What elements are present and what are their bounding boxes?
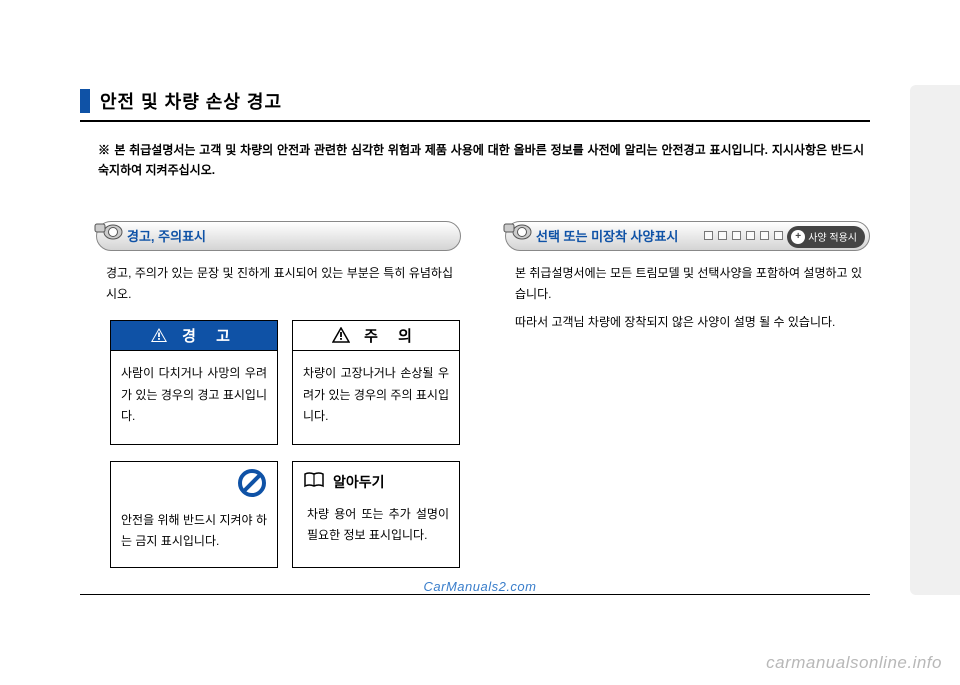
camera-icon [93,214,125,246]
plus-icon: + [791,230,805,244]
intro-text: ※ 본 취급설명서는 고객 및 차량의 안전과 관련한 심각한 위험과 제품 사… [98,140,864,181]
warning-box: 경 고 사람이 다치거나 사망의 우려가 있는 경우의 경고 표시입니다. [110,320,278,445]
warning-triangle-icon [150,327,168,343]
book-icon [303,472,325,491]
right-column: 선택 또는 미장착 사양표시 + 사양 적용시 본 취급설명서에는 모든 트림모… [489,221,870,584]
prohibit-icon [237,468,267,503]
bottom-rule [80,594,870,595]
right-lead-2: 따라서 고객님 차량에 장착되지 않은 사양이 설명 될 수 있습니다. [515,312,862,334]
watermark-corner: carmanualsonline.info [766,653,942,673]
spec-square [774,231,783,240]
prohibit-box: 안전을 위해 반드시 지켜야 하는 금지 표시입니다. [110,461,278,568]
spec-squares [704,231,783,240]
section-pill-spec: 선택 또는 미장착 사양표시 + 사양 적용시 [505,221,870,251]
camera-icon [502,214,534,246]
pill-label: 선택 또는 미장착 사양표시 [536,226,678,245]
left-lead-text: 경고, 주의가 있는 문장 및 진하게 표시되어 있는 부분은 특히 유념하십시… [106,263,453,306]
page-content: 안전 및 차량 손상 경고 ※ 본 취급설명서는 고객 및 차량의 안전과 관련… [80,88,870,584]
left-column: 경고, 주의표시 경고, 주의가 있는 문장 및 진하게 표시되어 있는 부분은… [80,221,461,584]
prohibit-note-row: 안전을 위해 반드시 지켜야 하는 금지 표시입니다. 알아두기 차량 용어 또… [110,461,461,568]
warning-caution-row: 경 고 사람이 다치거나 사망의 우려가 있는 경우의 경고 표시입니다. [110,320,461,445]
right-lead-1: 본 취급설명서에는 모든 트림모델 및 선택사양을 포함하여 설명하고 있습니다… [515,263,862,306]
caution-header: 주 의 [293,321,459,351]
warning-header: 경 고 [111,321,277,351]
caution-body: 차량이 고장나거나 손상될 우려가 있는 경우의 주의 표시입니다. [293,351,459,444]
pill-label: 경고, 주의표시 [127,226,206,245]
note-title-row: 알아두기 [303,472,449,492]
spec-square [746,231,755,240]
title-accent-bar [80,89,90,113]
caution-triangle-icon [332,327,350,343]
note-box: 알아두기 차량 용어 또는 추가 설명이 필요한 정보 표시입니다. [292,461,460,568]
spec-chip: + 사양 적용시 [787,226,865,248]
side-tab [910,85,960,595]
spec-chip-label: 사양 적용시 [808,229,857,244]
spec-square [760,231,769,240]
caution-box: 주 의 차량이 고장나거나 손상될 우려가 있는 경우의 주의 표시입니다. [292,320,460,445]
spec-square [732,231,741,240]
content-columns: 경고, 주의표시 경고, 주의가 있는 문장 및 진하게 표시되어 있는 부분은… [80,221,870,584]
spec-square [704,231,713,240]
caution-header-text: 주 의 [364,325,420,346]
warning-header-text: 경 고 [182,325,238,346]
spec-square [718,231,727,240]
note-title-text: 알아두기 [333,472,385,492]
section-pill-warning: 경고, 주의표시 [96,221,461,251]
page-title: 안전 및 차량 손상 경고 [100,88,282,114]
note-body: 차량 용어 또는 추가 설명이 필요한 정보 표시입니다. [303,504,449,547]
warning-body: 사람이 다치거나 사망의 우려가 있는 경우의 경고 표시입니다. [111,351,277,444]
title-row: 안전 및 차량 손상 경고 [80,88,870,122]
prohibit-body: 안전을 위해 반드시 지켜야 하는 금지 표시입니다. [121,510,267,553]
